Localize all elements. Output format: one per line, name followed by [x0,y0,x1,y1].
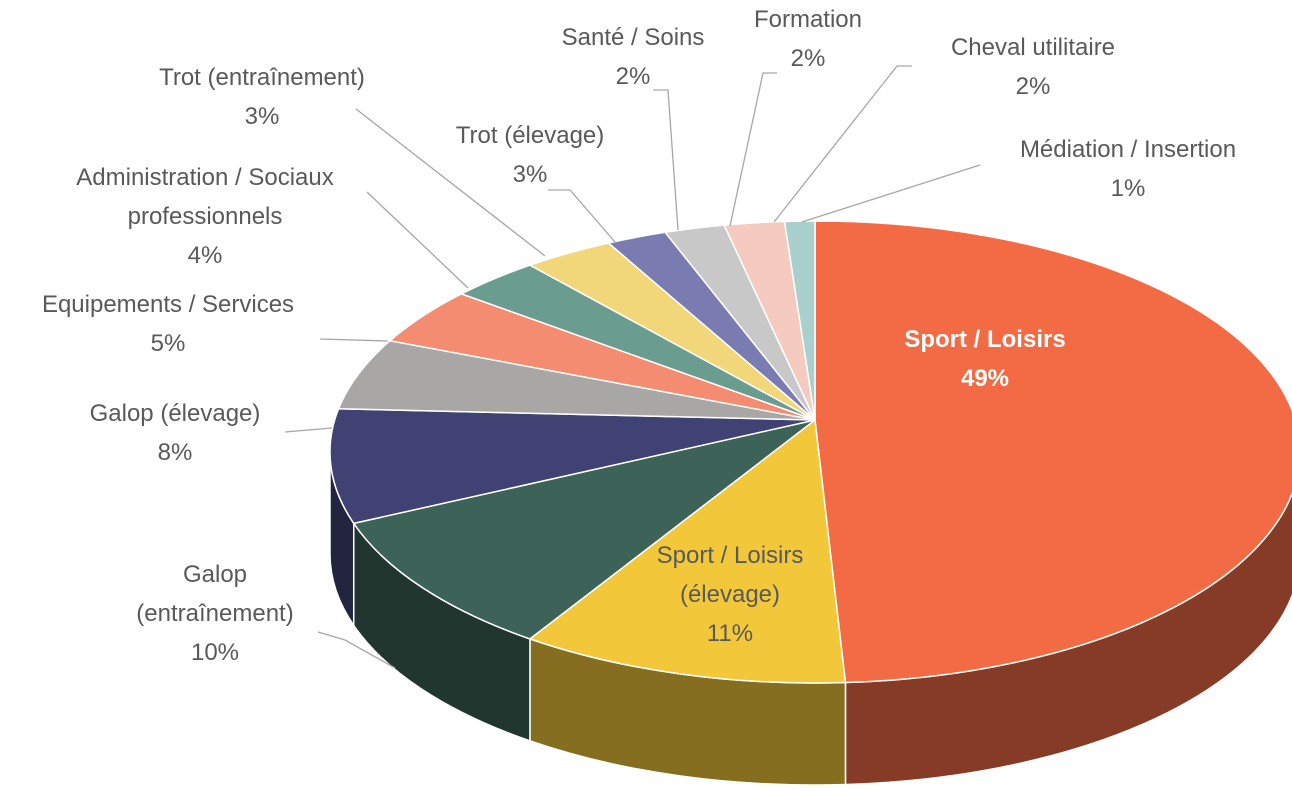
leader-line [729,72,777,227]
value-label: 1% [1111,175,1146,202]
slice [528,418,847,684]
leader-line [366,191,469,289]
slice-label: Sport / Loisirs (élevage) [657,542,804,608]
leader-line [801,164,981,223]
slice-label: Cheval utilitaire [951,34,1115,61]
label-line: Trot (entraînement) [159,64,365,91]
label-line: Santé / Soins [562,24,705,51]
label-line: professionnels [128,203,283,230]
label-line: Cheval utilitaire [951,34,1115,61]
value-label: 3% [513,161,548,188]
value-label: 4% [188,242,223,269]
slice [337,339,816,421]
leader-line [317,631,396,669]
label-line: Galop [183,561,247,588]
label-line: Sport / Loisirs [904,326,1065,353]
value-label: 8% [158,439,193,466]
slice-label: Galop (entraînement) [136,561,293,627]
value-label: 3% [245,103,280,130]
label-line: Trot (élevage) [456,122,605,149]
label-line: Equipements / Services [42,291,294,318]
leader-line [284,427,333,433]
leader-line [355,108,546,257]
value-label: 2% [616,63,651,90]
label-line: Formation [754,6,862,33]
value-label: 5% [151,330,186,357]
leader-line [773,65,912,223]
slice-label: Formation [754,6,862,33]
slice-label: Médiation / Insertion [1020,136,1236,163]
slice-label: Galop (élevage) [90,400,261,427]
value-label: 10% [191,639,239,666]
value-label: 49% [961,365,1009,392]
slice-label: Trot (élevage) [456,122,605,149]
value-label: 2% [1016,73,1051,100]
slice [352,419,816,640]
slice-label: Trot (entraînement) [159,64,365,91]
leader-line [319,338,389,342]
value-label: 2% [791,45,826,72]
slice [783,220,816,421]
slice-label: Administration / Sociaux professionnels [76,164,333,230]
label-line: Médiation / Insertion [1020,136,1236,163]
slice-label: Sport / Loisirs [904,326,1065,353]
slice [814,220,1292,684]
label-line: Galop (élevage) [90,400,261,427]
value-label: 11% [707,620,753,647]
leader-line [548,189,616,243]
label-line: Sport / Loisirs [657,542,804,569]
label-line: (entraînement) [136,600,293,627]
label-line: Administration / Sociaux [76,164,333,191]
slice-label: Santé / Soins [562,24,705,51]
leader-line [653,89,679,231]
label-line: (élevage) [680,581,780,608]
slice [329,407,816,525]
slice-label: Equipements / Services [42,291,294,318]
